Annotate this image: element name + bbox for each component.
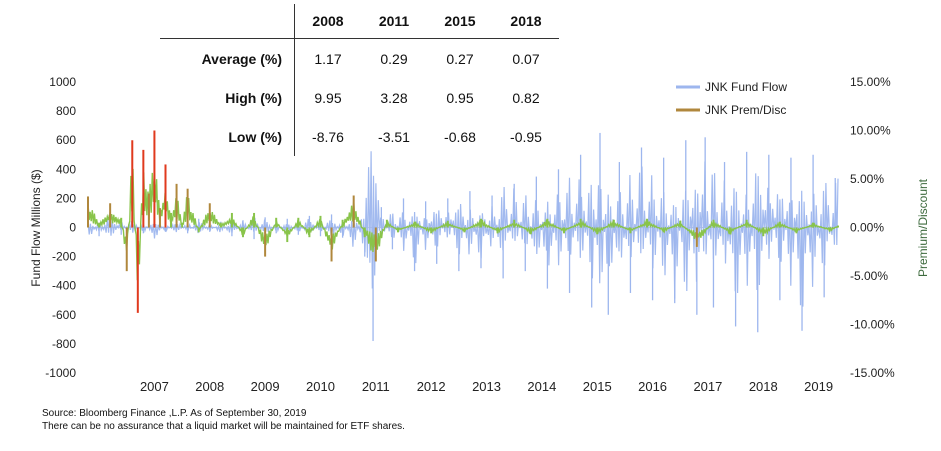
y-tick-label: -1000 xyxy=(45,366,76,380)
stats-col-2011: 2011 xyxy=(361,4,427,39)
x-tick-label: 2013 xyxy=(472,379,501,394)
stats-col-2015: 2015 xyxy=(427,4,493,39)
y-tick-label: -400 xyxy=(52,279,76,293)
stats-row-low: Low (%) -8.76 -3.51 -0.68 -0.95 xyxy=(160,117,559,156)
stats-cell: -8.76 xyxy=(312,128,344,145)
y-tick-label: 0 xyxy=(69,221,76,235)
stats-cell: -3.51 xyxy=(378,128,410,145)
stats-table-header-row: 2008 2011 2015 2018 xyxy=(160,4,559,39)
x-tick-label: 2015 xyxy=(583,379,612,394)
y-tick-label: 800 xyxy=(56,104,76,118)
x-tick-label: 2008 xyxy=(195,379,224,394)
x-tick-label: 2016 xyxy=(638,379,667,394)
stats-table: 2008 2011 2015 2018 Average (%) 1.17 0.2… xyxy=(160,4,559,156)
y-tick-label: 1000 xyxy=(49,75,76,89)
y-axis-title: Fund Flow Millions ($) xyxy=(29,169,43,286)
left-axis: 1000 800 600 400 200 0 -200 -400 -600 -800 -1000 xyxy=(45,75,76,380)
stats-row-average: Average (%) 1.17 0.29 0.27 0.07 xyxy=(160,38,559,78)
stats-col-2018: 2018 xyxy=(493,4,559,39)
legend-label-fund-flow: JNK Fund Flow xyxy=(705,80,787,94)
y-tick-label: 400 xyxy=(56,162,76,176)
y2-axis-title: Premium/Discount xyxy=(916,178,930,277)
source-note: Source: Bloomberg Finance ,L.P. As of Se… xyxy=(42,408,307,419)
x-tick-label: 2018 xyxy=(749,379,778,394)
legend: JNK Fund Flow JNK Prem/Disc xyxy=(676,80,787,117)
premium-discount-series xyxy=(87,130,839,313)
y2-tick-label: -5.00% xyxy=(850,269,888,283)
y-tick-label: 200 xyxy=(56,191,76,205)
stats-row-high: High (%) 9.95 3.28 0.95 0.82 xyxy=(160,78,559,117)
y-tick-label: -200 xyxy=(52,250,76,264)
y-tick-label: -600 xyxy=(52,308,76,322)
stats-row-label: Low (%) xyxy=(160,117,295,156)
stats-cell: 0.07 xyxy=(512,50,540,67)
x-tick-label: 2014 xyxy=(527,379,556,394)
x-tick-label: 2012 xyxy=(417,379,446,394)
y-tick-label: -800 xyxy=(52,337,76,351)
y2-tick-label: 5.00% xyxy=(850,172,884,186)
stats-col-2008: 2008 xyxy=(294,4,361,39)
x-tick-label: 2010 xyxy=(306,379,335,394)
stats-cell: -0.95 xyxy=(510,128,542,145)
y2-tick-label: 10.00% xyxy=(850,124,891,138)
disclaimer-note: There can be no assurance that a liquid … xyxy=(42,421,405,432)
legend-label-prem-disc: JNK Prem/Disc xyxy=(705,103,786,117)
stats-table-corner xyxy=(160,4,295,39)
stats-cell: 9.95 xyxy=(314,89,342,106)
stats-row-label: Average (%) xyxy=(160,38,295,78)
stats-cell: 1.17 xyxy=(314,50,342,67)
stats-cell: 0.29 xyxy=(380,50,408,67)
stats-cell: 0.95 xyxy=(446,89,474,106)
y2-tick-label: -10.00% xyxy=(850,318,895,332)
y2-tick-label: 15.00% xyxy=(850,75,891,89)
right-axis: 15.00% 10.00% 5.00% 0.00% -5.00% -10.00% -15.0… xyxy=(850,75,895,380)
stats-cell: 0.82 xyxy=(512,89,540,106)
x-tick-label: 2019 xyxy=(804,379,833,394)
fund-flow-series xyxy=(87,132,839,341)
y2-tick-label: -15.00% xyxy=(850,366,895,380)
stats-row-label: High (%) xyxy=(160,78,295,117)
x-tick-label: 2011 xyxy=(362,379,390,394)
stats-cell: 3.28 xyxy=(380,89,408,106)
x-tick-label: 2017 xyxy=(693,379,722,394)
stats-cell: 0.27 xyxy=(446,50,474,67)
y-tick-label: 600 xyxy=(56,133,76,147)
x-axis: 2007 2008 2009 2010 2011 2012 2013 2014 2015 2016… xyxy=(140,379,833,394)
x-tick-label: 2009 xyxy=(251,379,280,394)
stats-cell: -0.68 xyxy=(444,128,476,145)
x-tick-label: 2007 xyxy=(140,379,169,394)
y2-tick-label: 0.00% xyxy=(850,221,884,235)
